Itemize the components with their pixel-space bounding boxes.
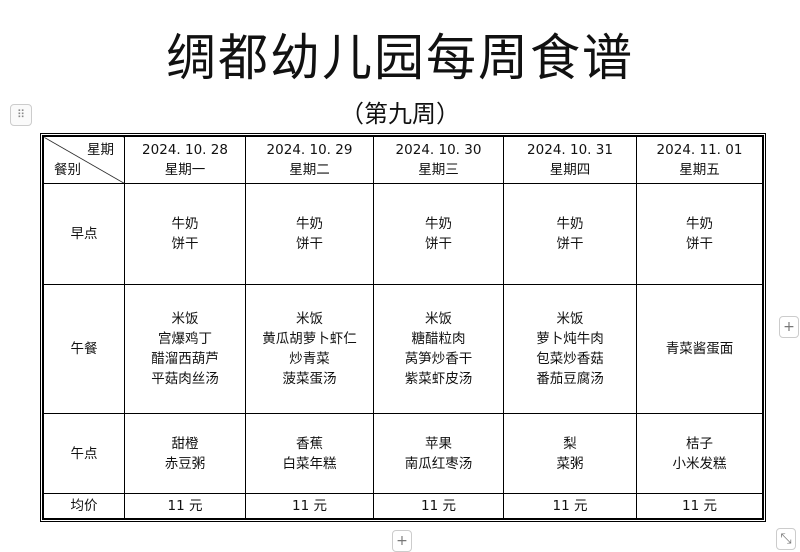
dish: 牛奶 [296,216,323,232]
dish: 包菜炒香菇 [536,351,604,367]
meal-label: 午餐 [43,284,125,414]
page-subtitle: （第九周） [340,100,460,128]
meal-cell: 甜橙 赤豆粥 [124,413,246,494]
day-header: 2024. 10. 30 星期三 [373,136,504,184]
day-header: 2024. 10. 31 星期四 [503,136,637,184]
meal-cell: 青菜酱蛋面 [636,284,763,414]
corner-top-label: 星期 [87,142,114,158]
dish: 苹果 [425,435,452,452]
dish: 平菇肉丝汤 [151,371,219,387]
dish: 炒青菜 [289,351,330,367]
price-cell: 11 元 [636,493,763,519]
day-header: 2024. 10. 29 星期二 [245,136,374,184]
meal-cell: 米饭宫爆鸡丁醋溜西葫芦平菇肉丝汤 [124,284,246,414]
dish: 牛奶 [171,216,199,232]
dish: 饼干 [425,236,452,252]
price-cell: 11 元 [503,493,637,519]
meal-label: 午点 [43,413,125,494]
dish: 米饭 [425,311,452,327]
weekday: 星期五 [679,162,720,178]
date: 2024. 10. 31 [527,142,613,158]
dish: 青菜酱蛋面 [665,341,734,357]
dish: 饼干 [556,236,584,252]
dish: 饼干 [686,236,713,252]
dish: 赤豆粥 [164,455,206,472]
dish: 米饭 [171,311,199,327]
meal-label: 早点 [43,183,125,285]
dish: 牛奶 [686,216,713,232]
weekday: 星期三 [418,162,459,178]
dish: 黄瓜胡萝卜虾仁 [262,331,357,347]
date: 2024. 10. 29 [266,142,353,158]
price-cell: 11 元 [124,493,246,519]
meal-cell: 牛奶 饼干 [636,183,763,285]
day-header: 2024. 11. 01 星期五 [636,136,763,184]
dish: 菜粥 [556,455,584,472]
price-cell: 11 元 [373,493,504,519]
dish: 宫爆鸡丁 [158,331,212,347]
meal-cell: 桔子 小米发糕 [636,413,763,494]
weekday: 星期一 [164,162,206,178]
menu-table: 星期 餐别 2024. 10. 28 星期一 2024. 10. 29 星期二 2024.… [40,133,766,522]
dish: 菠菜蛋汤 [282,371,337,387]
meal-cell: 香蕉 白菜年糕 [245,413,374,494]
meal-cell: 牛奶 饼干 [503,183,637,285]
date: 2024. 10. 28 [142,142,228,158]
dish: 莴笋炒香干 [404,351,473,367]
meal-cell: 牛奶 饼干 [245,183,374,285]
drag-handle-icon[interactable]: ⠿ [10,104,32,126]
dish: 糖醋粒肉 [411,331,466,347]
weekday: 星期四 [549,162,591,178]
meal-cell: 牛奶 饼干 [373,183,504,285]
dish: 香蕉 [296,435,323,452]
date: 2024. 11. 01 [656,142,743,158]
dish: 白菜年糕 [282,455,337,472]
weekday: 星期二 [289,162,330,178]
meal-cell: 苹果 南瓜红枣汤 [373,413,504,494]
dish: 米饭 [296,311,323,327]
page-title: 绸都幼儿园每周食谱 [166,29,634,87]
dish: 梨 [563,435,577,452]
dish: 小米发糕 [672,455,727,472]
dish: 牛奶 [556,216,584,232]
meal-cell: 梨菜粥 [503,413,637,494]
dish: 萝卜炖牛肉 [536,331,604,347]
dish: 饼干 [296,236,323,252]
corner-bottom-label: 餐别 [54,162,81,178]
date: 2024. 10. 30 [395,142,482,158]
resize-icon[interactable]: ⤡ [776,528,796,550]
meal-cell: 米饭糖醋粒肉莴笋炒香干紫菜虾皮汤 [373,284,504,414]
meal-cell: 牛奶 饼干 [124,183,246,285]
dish: 米饭 [556,311,584,327]
dish: 紫菜虾皮汤 [404,371,473,387]
meal-cell: 米饭萝卜炖牛肉包菜炒香菇番茄豆腐汤 [503,284,637,414]
dish: 番茄豆腐汤 [536,371,604,387]
dish: 甜橙 [171,435,199,452]
dish: 南瓜红枣汤 [404,455,473,472]
corner-cell: 星期 餐别 [43,136,125,184]
dish: 饼干 [171,236,199,252]
price-label: 均价 [43,493,125,519]
dish: 牛奶 [425,216,452,232]
add-row-button[interactable]: + [392,530,412,552]
add-column-button[interactable]: + [779,316,799,338]
price-cell: 11 元 [245,493,374,519]
meal-cell: 米饭黄瓜胡萝卜虾仁 炒青菜菠菜蛋汤 [245,284,374,414]
day-header: 2024. 10. 28 星期一 [124,136,246,184]
dish: 醋溜西葫芦 [151,351,219,367]
dish: 桔子 [686,435,713,452]
